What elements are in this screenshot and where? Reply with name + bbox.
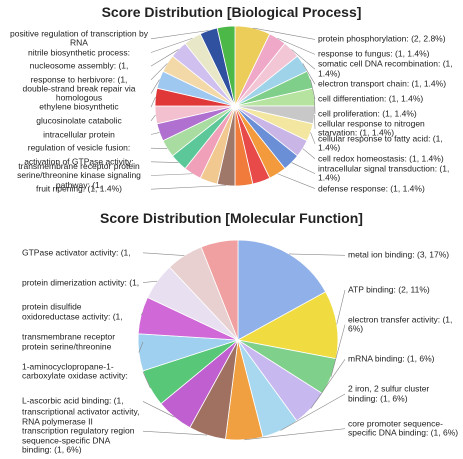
leader-line bbox=[142, 280, 158, 283]
leader-line bbox=[280, 393, 346, 431]
slice-label: 1-aminocyclopropane-1-carboxylate oxidas… bbox=[22, 361, 128, 381]
slice-label: response to herbivore: (1, bbox=[30, 74, 128, 85]
slice-label: fruit ripening: (1, 1.4%) bbox=[36, 183, 122, 194]
slice-label: nitrile biosynthetic process: bbox=[27, 46, 131, 57]
pie-slice bbox=[216, 25, 236, 107]
pie-slice bbox=[237, 239, 327, 341]
leader-line bbox=[244, 428, 346, 441]
slice-label: mRNA binding: (1, 6%) bbox=[348, 353, 435, 364]
slice-label: cell proliferation: (1, 1.4%) bbox=[318, 108, 417, 119]
leader-line bbox=[140, 312, 144, 316]
slice-label: intracellular protein bbox=[43, 128, 115, 139]
slice-label: 2 iron, 2 sulfur cluster binding: (1, 6%… bbox=[348, 383, 430, 403]
slice-label: intracellular signal transduction: (1, 1… bbox=[318, 163, 450, 183]
leader-line bbox=[302, 148, 316, 159]
slice-label: positive regulation of transcription by … bbox=[10, 28, 148, 48]
leader-line bbox=[252, 27, 316, 40]
leader-line bbox=[291, 162, 316, 174]
leader-line bbox=[291, 49, 316, 70]
leader-line bbox=[330, 324, 346, 377]
leader-line bbox=[288, 253, 346, 256]
slice-label: regulation of vesicle fusion: bbox=[27, 142, 131, 153]
leader-line bbox=[150, 185, 227, 190]
slice-label: electron transport chain: (1, 1.4%) bbox=[318, 78, 447, 89]
slice-label: nucleosome assembly: (1, bbox=[29, 60, 129, 71]
leader-line bbox=[150, 79, 160, 94]
leader-line bbox=[150, 37, 193, 53]
slice-label: cellular response to nitrogen starvation… bbox=[318, 118, 425, 138]
leader-line bbox=[314, 114, 316, 129]
slice-label: core promoter sequence-specific DNA bind… bbox=[348, 418, 459, 438]
slice-label: activation of GTPase activity: bbox=[24, 156, 134, 167]
slice-label: ethylene biosynthetic bbox=[39, 101, 119, 112]
slice-label: GTPase activator activity: (1, bbox=[22, 247, 131, 258]
leader-line bbox=[310, 132, 316, 144]
slice-label: protein phosphorylation: (2, 2.8%) bbox=[318, 33, 446, 44]
leader-line bbox=[150, 49, 179, 67]
slice-label: transcriptional activator activity, RNA … bbox=[22, 406, 140, 455]
leader-line bbox=[142, 252, 185, 256]
slice-label: cellular response to fatty acid: (1, 1.4… bbox=[318, 133, 443, 153]
chart-title: Score Distribution [Biological Process] bbox=[101, 4, 362, 20]
leader-line bbox=[142, 401, 175, 418]
slice-label: protein disulfide oxidoreductase activit… bbox=[22, 301, 123, 322]
slice-label: response to fungus: (1, 1.4%) bbox=[318, 48, 430, 59]
leader-line bbox=[336, 289, 346, 325]
slice-label: cell redox homeostasis: (1, 1.4%) bbox=[318, 152, 444, 163]
slice-label: metal ion binding: (3, 17%) bbox=[348, 249, 450, 260]
leader-line bbox=[150, 173, 193, 176]
leader-line bbox=[150, 114, 156, 122]
slice-label: transmembrane receptor protein serine/th… bbox=[22, 331, 116, 351]
slice-label: electron transfer activity: (1, 6%) bbox=[348, 314, 453, 334]
leader-line bbox=[277, 37, 316, 55]
leader-line bbox=[138, 341, 144, 353]
slice-label: defense response: (1, 1.4%) bbox=[318, 182, 425, 193]
slice-label: transmembrane receptor protein serine/th… bbox=[17, 160, 141, 190]
leader-line bbox=[150, 96, 156, 108]
leader-line bbox=[314, 97, 316, 115]
leader-line bbox=[142, 430, 208, 436]
leader-line bbox=[310, 359, 346, 409]
leader-line bbox=[302, 63, 316, 85]
leader-line bbox=[150, 30, 209, 40]
leader-line bbox=[150, 161, 179, 163]
leader-line bbox=[150, 63, 168, 81]
pie-slice bbox=[200, 239, 239, 341]
slice-label: cell differentiation: (1, 1.4%) bbox=[318, 93, 424, 104]
slice-label: glucosinolate catabolic bbox=[36, 115, 122, 126]
slice-label: ATP binding: (2, 11%) bbox=[348, 284, 430, 295]
slice-label: double-strand break repair via homologou… bbox=[22, 83, 136, 103]
slice-label: somatic cell DNA recombination: (1, 1.4%… bbox=[318, 58, 453, 79]
leader-line bbox=[310, 79, 316, 100]
slice-label: L-ascorbic acid binding: (1, bbox=[22, 395, 124, 406]
slice-label: protein dimerization activity: (1, bbox=[22, 276, 140, 287]
chart-title: Score Distribution [Molecular Function] bbox=[100, 210, 363, 226]
leader-line bbox=[277, 173, 316, 189]
leader-line bbox=[142, 371, 151, 389]
leader-line bbox=[150, 132, 160, 135]
